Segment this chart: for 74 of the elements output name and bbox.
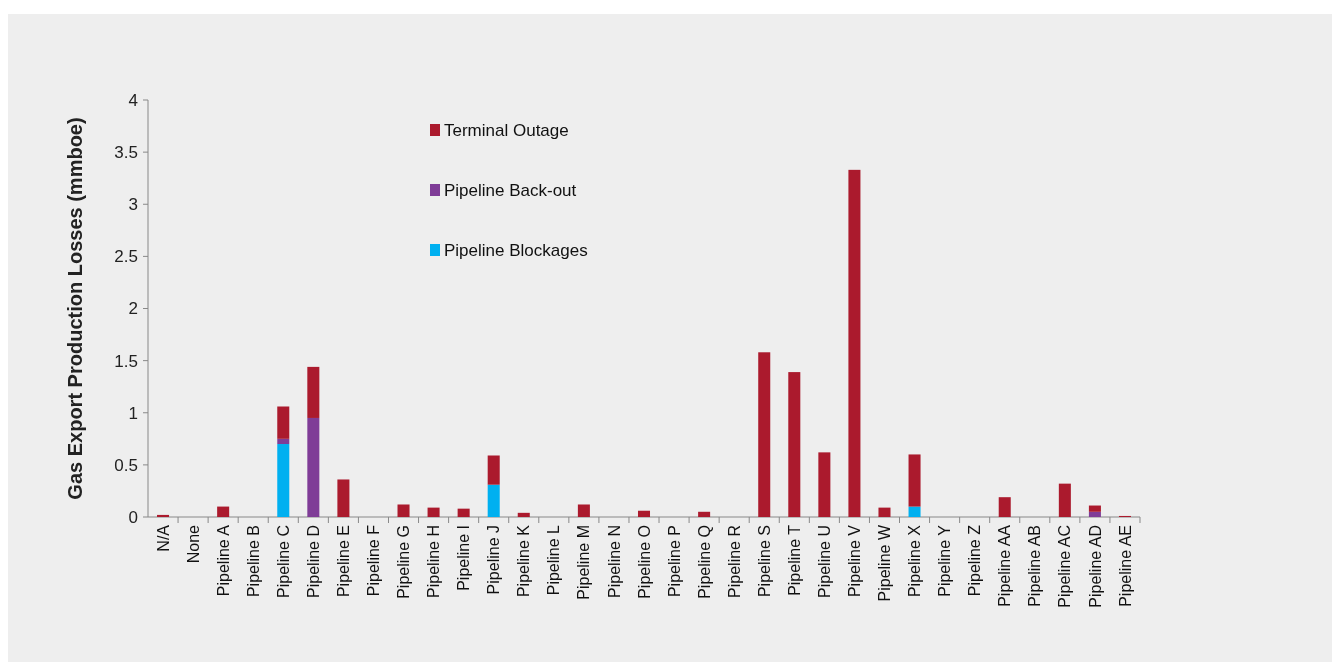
x-tick-label: Pipeline N [605, 525, 623, 598]
bar [878, 507, 891, 517]
x-tick-label: Pipeline L [545, 524, 563, 596]
bar [277, 444, 290, 517]
bar [818, 452, 831, 517]
bar [577, 504, 590, 517]
y-tick-label: 4 [128, 90, 138, 110]
bar [1058, 483, 1071, 517]
x-tick-label: Pipeline AA [996, 524, 1014, 607]
bar [637, 510, 651, 517]
x-tick-label: Pipeline Z [966, 524, 984, 597]
bar [337, 479, 350, 517]
bar [517, 512, 530, 517]
y-tick-label: 3.5 [114, 143, 138, 163]
bar [487, 455, 500, 485]
bar [277, 438, 290, 445]
x-tick-label: Pipeline O [635, 525, 653, 599]
bar [397, 504, 410, 517]
x-tick-label: Pipeline P [665, 525, 683, 598]
x-tick-label: Pipeline M [575, 525, 593, 600]
bar [277, 406, 290, 439]
bar [157, 514, 170, 517]
x-tick-label: Pipeline D [304, 525, 322, 598]
y-tick-label: 1 [128, 403, 138, 423]
bar [758, 352, 771, 517]
x-tick-label: Pipeline A [214, 524, 232, 597]
x-tick-label: Pipeline AD [1086, 525, 1104, 608]
bar [698, 511, 711, 517]
x-tick-label: Pipeline E [334, 525, 352, 598]
y-tick-label: 3 [128, 195, 138, 215]
bar [307, 417, 320, 517]
y-tick-label: 0 [128, 507, 138, 527]
x-tick-label: None [184, 524, 202, 564]
y-tick-label: 2.5 [114, 247, 138, 267]
bar [908, 454, 921, 507]
x-tick-label: Pipeline C [274, 525, 292, 598]
bar [788, 372, 801, 517]
x-tick-label: Pipeline Y [936, 524, 954, 597]
y-tick-label: 2 [128, 299, 138, 319]
bar [998, 497, 1011, 517]
bar [427, 507, 440, 517]
x-tick-label: Pipeline U [815, 525, 833, 598]
x-tick-label: N/A [154, 524, 172, 552]
x-tick-label: Pipeline T [785, 524, 803, 596]
legend-label: Terminal Outage [444, 120, 569, 140]
bar [487, 484, 500, 517]
x-tick-label: Pipeline G [395, 525, 413, 599]
x-tick-label: Pipeline I [455, 525, 473, 591]
x-tick-label: Pipeline F [365, 524, 383, 597]
x-tick-label: Pipeline V [846, 524, 864, 598]
legend-label: Pipeline Back-out [444, 180, 577, 200]
x-tick-label: Pipeline AB [1026, 525, 1044, 607]
y-tick-label: 1.5 [114, 351, 138, 371]
x-tick-label: Pipeline X [906, 524, 924, 598]
bar [307, 366, 320, 418]
bar [1088, 505, 1101, 512]
bar [1088, 511, 1101, 517]
x-tick-label: Pipeline AC [1056, 525, 1074, 608]
y-axis-title: Gas Export Production Losses (mmboe) [64, 117, 86, 500]
x-tick-label: Pipeline B [244, 525, 262, 598]
x-tick-label: Pipeline S [755, 525, 773, 598]
bar [217, 506, 230, 517]
x-tick-label: Pipeline Q [695, 525, 713, 599]
bar [908, 506, 921, 517]
x-tick-label: Pipeline K [515, 524, 533, 598]
x-tick-label: Pipeline J [485, 525, 503, 595]
y-tick-label: 0.5 [114, 455, 138, 475]
x-tick-label: Pipeline AE [1116, 525, 1134, 607]
x-tick-label: Pipeline W [876, 524, 894, 602]
x-tick-label: Pipeline R [725, 525, 743, 598]
x-tick-label: Pipeline H [425, 525, 443, 598]
bar [848, 169, 861, 517]
legend-label: Pipeline Blockages [444, 240, 588, 260]
bar [457, 508, 470, 517]
